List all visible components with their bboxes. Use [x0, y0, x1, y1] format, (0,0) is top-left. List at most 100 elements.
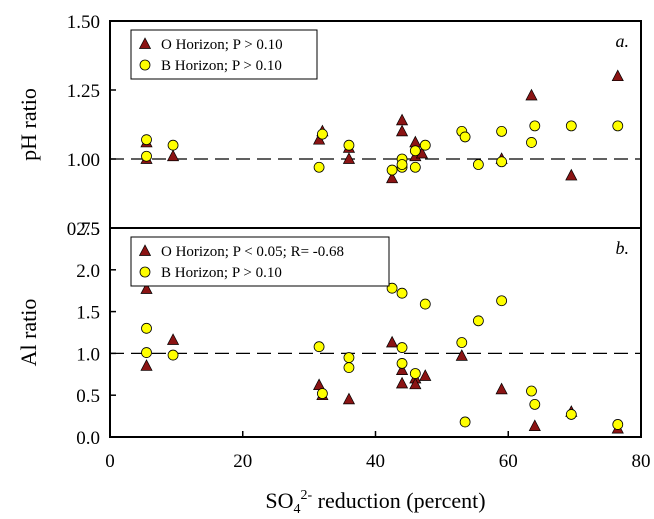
b-horizon-point [565, 120, 577, 132]
b-horizon-point [313, 161, 325, 173]
y-tick-label: 1.0 [76, 344, 100, 365]
b-horizon-point [316, 128, 328, 140]
b-horizon-point [343, 352, 355, 363]
legend-marker-circle [139, 266, 151, 278]
b-horizon-point [459, 131, 471, 143]
o-horizon-point [395, 376, 409, 389]
o-horizon-point [166, 333, 180, 345]
b-horizon-point [386, 282, 398, 294]
b-horizon-point [456, 337, 468, 348]
y-tick-label: 0.75 [67, 219, 100, 240]
b-horizon-point [529, 398, 541, 410]
o-horizon-point [528, 419, 541, 431]
legend: O Horizon; P < 0.05; R= -0.68 B Horizon; … [130, 236, 390, 287]
series-b-horizon [141, 282, 624, 430]
series-b-horizon [141, 120, 624, 176]
b-horizon-point [396, 159, 408, 170]
y-tick-label: 0.5 [76, 386, 100, 407]
o-horizon-point [342, 392, 356, 405]
legend-marker-circle [139, 59, 151, 71]
b-horizon-point [396, 358, 408, 369]
b-horizon-point [167, 349, 179, 361]
o-horizon-point [313, 378, 326, 391]
b-horizon-point [409, 161, 421, 173]
x-axis-label-text: SO42- reduction (percent) [265, 488, 485, 517]
b-horizon-point [526, 385, 537, 397]
o-horizon-point [166, 149, 180, 162]
b-horizon-point [343, 362, 355, 374]
o-horizon-point [455, 349, 468, 361]
legend-marker-triangle [138, 37, 152, 49]
b-horizon-point [313, 341, 325, 353]
o-horizon-point [525, 88, 538, 101]
b-horizon-point [472, 159, 484, 170]
b-horizon-point [386, 164, 398, 176]
o-horizon-point [409, 377, 422, 390]
o-horizon-point [395, 113, 409, 126]
b-horizon-point [167, 139, 179, 151]
b-horizon-point [526, 137, 537, 148]
o-horizon-point [140, 282, 153, 294]
y-tick-label: 2.0 [76, 261, 100, 282]
legend-box [130, 236, 390, 287]
b-horizon-point [496, 295, 508, 307]
legend-label: O Horizon; P < 0.05; R= -0.68 [161, 244, 344, 260]
b-horizon-point [409, 145, 421, 157]
o-horizon-point [140, 359, 153, 371]
panel-a: 0.75 1.00 1.25 1.50 pH ratio a. O Horizon; P >… [16, 12, 642, 240]
b-horizon-point [409, 368, 421, 379]
b-horizon-point [419, 298, 431, 310]
y-axis-label: pH ratio [16, 88, 41, 161]
o-horizon-point [386, 171, 399, 184]
y-tick-label: 1.5 [76, 303, 100, 324]
legend-box [130, 29, 318, 80]
y-tick-label: 1.50 [67, 12, 100, 33]
b-horizon-point [565, 409, 577, 420]
x-axis-label: SO42- reduction (percent) [265, 488, 485, 517]
legend: O Horizon; P > 0.10 B Horizon; P > 0.10 [130, 29, 318, 80]
x-tick-label: 60 [499, 451, 518, 472]
b-horizon-point [419, 139, 431, 151]
o-horizon-point [495, 382, 508, 395]
b-horizon-point [472, 315, 484, 327]
x-tick-label: 80 [632, 451, 651, 472]
o-horizon-point [395, 363, 409, 375]
y-tick-label: 1.25 [67, 81, 100, 102]
b-horizon-point [141, 322, 152, 334]
b-horizon-point [612, 419, 624, 430]
b-horizon-point [612, 120, 624, 132]
b-horizon-point [496, 125, 508, 137]
x-tick-label: 40 [366, 451, 385, 472]
x-tick-label: 20 [233, 451, 252, 472]
o-horizon-point [395, 124, 409, 137]
o-horizon-point [419, 369, 432, 381]
b-horizon-point [459, 416, 471, 428]
b-horizon-point [396, 342, 408, 353]
panel-tag: b. [616, 238, 630, 258]
series-o-horizon [140, 282, 624, 434]
o-horizon-point [386, 335, 399, 348]
series-o-horizon [140, 69, 624, 184]
y-axis-label: Al ratio [16, 299, 41, 367]
o-horizon-point [611, 69, 624, 82]
b-horizon-point [316, 388, 328, 399]
y-tick-label: 0.0 [76, 428, 100, 449]
y-tick-label: 1.00 [67, 150, 100, 171]
b-horizon-point [529, 120, 541, 132]
legend-marker-triangle [138, 244, 152, 256]
o-horizon-point [565, 168, 578, 181]
legend-label: B Horizon; P > 0.10 [161, 265, 282, 281]
b-horizon-point [496, 156, 508, 168]
legend-label: O Horizon; P > 0.10 [161, 37, 283, 53]
y-tick-label: 2.5 [76, 219, 100, 240]
o-horizon-point [342, 152, 356, 164]
legend-label: B Horizon; P > 0.10 [161, 58, 282, 74]
x-tick-label: 0 [105, 451, 115, 472]
b-horizon-point [396, 287, 408, 299]
panel-b: 0.0 0.5 1.0 1.5 2.0 2.5 Al ratio b. O Horizon; P… [16, 219, 651, 472]
b-horizon-point [343, 139, 355, 151]
b-horizon-point [141, 347, 152, 358]
panel-tag: a. [616, 31, 630, 51]
b-horizon-point [141, 150, 152, 162]
